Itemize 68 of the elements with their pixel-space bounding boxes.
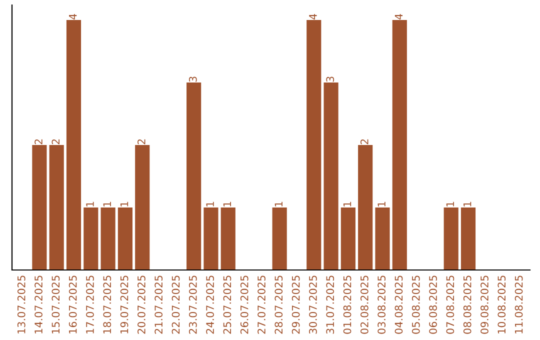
- x-tick-label: 22.07.2025: [172, 276, 180, 334]
- x-tick-label: 18.07.2025: [103, 276, 112, 334]
- x-tick-label: 03.08.2025: [378, 276, 386, 334]
- x-tick-label: 09.08.2025: [480, 276, 488, 334]
- data-label: 1: [274, 202, 282, 206]
- data-label: 3: [326, 76, 334, 82]
- data-label: 1: [103, 202, 111, 206]
- x-tick-label: 30.07.2025: [309, 276, 317, 334]
- x-tick-label: 07.08.2025: [446, 276, 454, 334]
- bar: [358, 145, 373, 270]
- data-label: 1: [446, 202, 454, 206]
- data-label: 1: [120, 202, 128, 206]
- x-tick-label: 11.08.2025: [514, 276, 523, 334]
- bar: [204, 208, 218, 270]
- bar: [186, 82, 202, 270]
- x-tick-label: 29.07.2025: [292, 276, 300, 334]
- bar: [272, 208, 287, 270]
- bar: [118, 208, 132, 270]
- data-label: 4: [69, 14, 77, 20]
- x-tick-label: 06.08.2025: [429, 276, 437, 334]
- bar: [340, 208, 356, 270]
- data-label: 1: [343, 202, 352, 206]
- data-label: 3: [188, 76, 197, 82]
- x-tick-label: 26.07.2025: [240, 276, 248, 334]
- x-tick-label: 04.08.2025: [394, 276, 403, 334]
- bar: [49, 145, 64, 270]
- x-tick-label: 10.08.2025: [498, 276, 506, 334]
- x-tick-label: 05.08.2025: [412, 276, 420, 334]
- bar: [66, 20, 82, 270]
- data-label: 1: [86, 202, 94, 206]
- data-label: 1: [378, 202, 386, 206]
- bar: [392, 20, 407, 270]
- x-tick-label: 17.07.2025: [86, 276, 94, 334]
- data-label: 2: [138, 139, 146, 144]
- x-tick-label: 25.07.2025: [223, 276, 232, 334]
- x-tick-label: 01.08.2025: [343, 276, 352, 334]
- x-tick-label: 16.07.2025: [68, 276, 77, 334]
- x-tick-label: 08.08.2025: [463, 276, 472, 334]
- bar: [324, 82, 338, 270]
- x-tick-label: 24.07.2025: [206, 276, 214, 334]
- x-tick-label: 13.07.2025: [17, 276, 26, 334]
- data-label: 2: [52, 139, 60, 144]
- data-label: 4: [309, 14, 317, 20]
- x-tick-label: 02.08.2025: [360, 276, 368, 334]
- x-tick-label: 27.07.2025: [258, 276, 266, 334]
- data-label: 1: [223, 202, 231, 206]
- x-tick-label: 15.07.2025: [52, 276, 60, 334]
- data-label: 2: [34, 139, 42, 144]
- x-tick-label: 23.07.2025: [188, 276, 197, 334]
- data-label: 2: [360, 139, 368, 144]
- data-label: 4: [394, 14, 403, 20]
- bar: [375, 208, 390, 270]
- data-label: 1: [206, 202, 214, 206]
- bar: [306, 20, 322, 270]
- x-tick-label: 31.07.2025: [326, 276, 334, 334]
- bar: [220, 208, 236, 270]
- bar: [84, 208, 98, 270]
- data-label: 1: [464, 202, 472, 206]
- bar: [460, 208, 476, 270]
- x-tick-label: 21.07.2025: [154, 276, 163, 334]
- bar: [135, 145, 150, 270]
- bar: [100, 208, 116, 270]
- x-tick-label: 19.07.2025: [120, 276, 128, 334]
- x-tick-label: 14.07.2025: [34, 276, 42, 334]
- x-tick-label: 20.07.2025: [138, 276, 146, 334]
- x-tick-label: 28.07.2025: [274, 276, 283, 334]
- bar: [32, 145, 47, 270]
- bar: [444, 208, 458, 270]
